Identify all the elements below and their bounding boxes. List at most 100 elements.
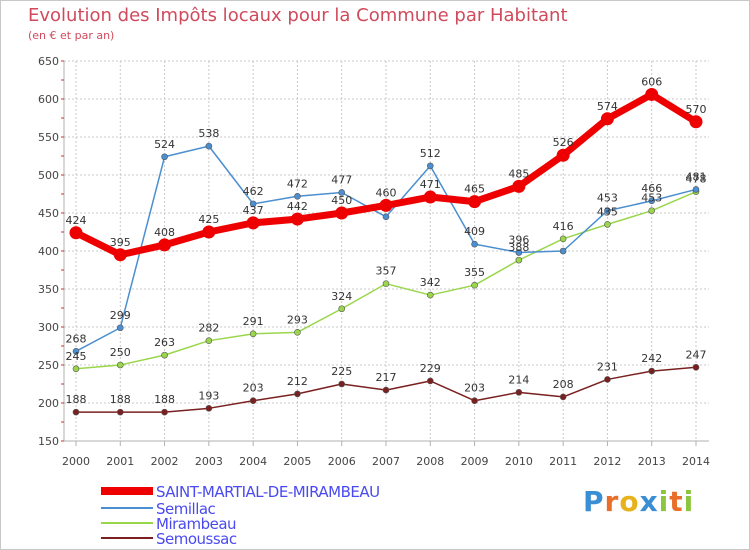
brand-letter: x (639, 485, 659, 518)
series-mirambeau-data-label: 250 (110, 346, 131, 359)
series-semillac-data-label: 396 (508, 234, 529, 247)
series-semillac-point (249, 200, 257, 208)
series-mirambeau-point (471, 281, 478, 289)
series-mirambeau-point (559, 235, 567, 243)
series-mirambeau-data-label: 324 (331, 290, 352, 303)
series-saint-martial-de-mirambeau-data-label: 442 (287, 200, 308, 213)
series-semillac-point (116, 324, 124, 332)
series-saint-martial-de-mirambeau-point (379, 198, 393, 212)
series-saint-martial-de-mirambeau-point (113, 248, 127, 262)
series-semillac-point (338, 189, 346, 196)
x-tick-label: 2008 (416, 455, 444, 468)
x-tick-label: 2001 (106, 455, 134, 468)
series-mirambeau-point (515, 256, 523, 264)
series-semoussac-point (72, 408, 80, 416)
x-tick-label: 2004 (239, 455, 267, 468)
series-semoussac-data-label: 242 (641, 352, 662, 365)
legend-swatch-saint-martial (101, 487, 153, 495)
series-mirambeau-data-label: 453 (641, 192, 662, 205)
x-tick-label: 2000 (62, 455, 90, 468)
series-saint-martial-de-mirambeau-data-label: 606 (641, 75, 662, 88)
series-semillac-point (559, 247, 567, 255)
series-semoussac-data-label: 212 (287, 375, 308, 388)
series-semoussac-data-label: 188 (66, 393, 87, 406)
y-tick-label: 500 (38, 169, 59, 182)
series-semoussac-point (205, 405, 213, 412)
x-tick-label: 2010 (505, 455, 533, 468)
series-saint-martial-de-mirambeau-data-label: 574 (597, 100, 618, 113)
series-semillac-point (382, 213, 390, 221)
series-semoussac-point (116, 408, 124, 416)
series-saint-martial-de-mirambeau-point (158, 238, 172, 252)
series-saint-martial-de-mirambeau-data-label: 437 (243, 204, 264, 217)
series-semoussac-point (471, 397, 478, 405)
series-semoussac-data-label: 193 (198, 389, 219, 402)
series-semoussac-point (382, 386, 390, 394)
series-saint-martial-de-mirambeau-point (556, 148, 570, 162)
series-semillac-data-label: 409 (464, 225, 485, 238)
series-saint-martial-de-mirambeau-data-label: 570 (686, 103, 707, 116)
series-saint-martial-de-mirambeau-data-label: 526 (553, 136, 574, 149)
series-semoussac-data-label: 188 (154, 393, 175, 406)
series-semillac-data-label: 268 (66, 332, 87, 345)
x-tick-label: 2006 (328, 455, 356, 468)
series-semillac-data-label: 472 (287, 177, 308, 190)
series-semillac-point (426, 162, 434, 170)
series-semillac-point (294, 192, 301, 200)
series-semoussac-point (249, 397, 257, 405)
series-mirambeau-data-label: 293 (287, 313, 308, 326)
series-semoussac-data-label: 229 (420, 362, 441, 375)
series-mirambeau-data-label: 245 (66, 350, 87, 363)
series-mirambeau-data-label: 291 (243, 315, 264, 328)
series-saint-martial-de-mirambeau-point (335, 206, 349, 220)
y-tick-label: 450 (38, 207, 59, 220)
series-saint-martial-de-mirambeau-point (202, 225, 216, 239)
series-saint-martial-de-mirambeau-data-label: 460 (376, 186, 397, 199)
series-semoussac-data-label: 203 (243, 382, 264, 395)
series-semillac-data-label: 466 (641, 182, 662, 195)
series-semoussac-point (161, 408, 168, 416)
series-mirambeau-data-label: 263 (154, 336, 175, 349)
legend-label-saint-martial: SAINT-MARTIAL-DE-MIRAMBEAU (156, 483, 380, 501)
series-semoussac-data-label: 208 (553, 378, 574, 391)
x-tick-label: 2011 (549, 455, 577, 468)
series-semillac-data-label: 462 (243, 185, 264, 198)
x-tick-label: 2012 (593, 455, 621, 468)
series-mirambeau-point (205, 337, 213, 344)
series-semoussac-data-label: 217 (376, 371, 397, 384)
series-semoussac-data-label: 225 (331, 365, 352, 378)
series-semillac-data-label: 477 (331, 173, 352, 186)
legend-label-semoussac: Semoussac (156, 530, 237, 548)
series-semoussac-data-label: 247 (686, 348, 707, 361)
series-semoussac-data-label: 214 (508, 373, 529, 386)
series-mirambeau-point (604, 221, 611, 228)
series-semillac-data-label: 299 (110, 309, 131, 322)
series-saint-martial-de-mirambeau-data-label: 450 (331, 194, 352, 207)
series-mirambeau-data-label: 435 (597, 205, 618, 218)
series-mirambeau-point (338, 305, 346, 313)
brand-letter: r (604, 485, 620, 518)
series-semillac-point (515, 249, 523, 256)
series-semoussac-data-label: 231 (597, 360, 618, 373)
y-tick-label: 250 (38, 359, 59, 372)
series-semoussac-point (692, 363, 700, 371)
series-semoussac-point (604, 376, 611, 383)
series-mirambeau-data-label: 416 (553, 220, 574, 233)
legend-label-mirambeau: Mirambeau (156, 515, 237, 533)
x-tick-label: 2013 (638, 455, 666, 468)
y-tick-label: 650 (38, 55, 59, 68)
series-semillac-point (161, 153, 168, 161)
legend-label-semillac: Semillac (156, 500, 216, 518)
series-semillac-data-label: 453 (597, 192, 618, 205)
y-tick-label: 600 (38, 93, 59, 106)
series-mirambeau-point (426, 291, 434, 299)
series-semoussac-point (294, 390, 301, 398)
series-semillac-data-label: 481 (686, 170, 707, 183)
legend-swatch-semoussac (101, 537, 153, 539)
x-tick-label: 2009 (461, 455, 489, 468)
series-saint-martial-de-mirambeau-data-label: 425 (198, 213, 219, 226)
series-semoussac-point (426, 377, 434, 385)
x-tick-label: 2014 (682, 455, 710, 468)
series-saint-martial-de-mirambeau-data-label: 395 (110, 236, 131, 249)
